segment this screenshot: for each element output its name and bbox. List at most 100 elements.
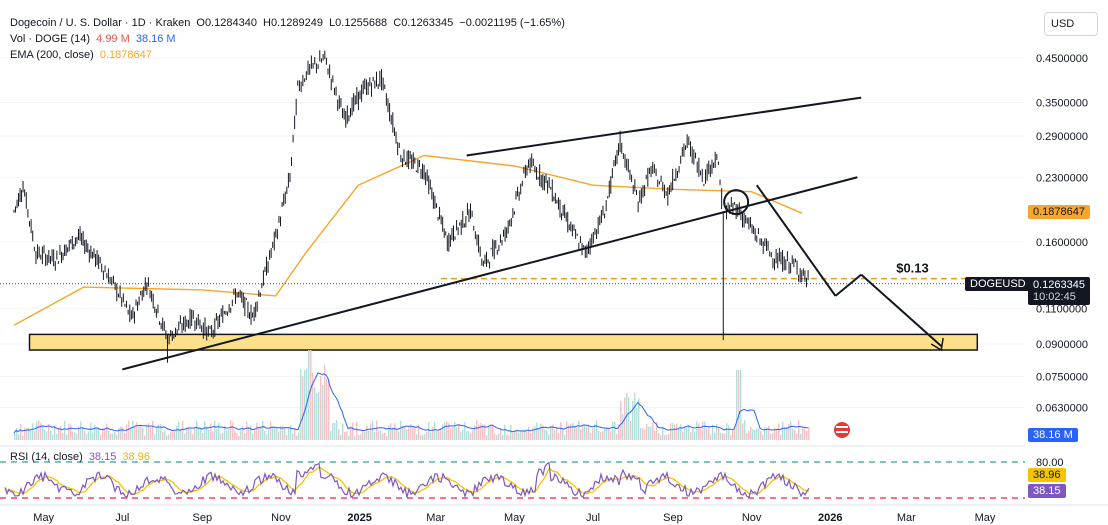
volume-bar <box>464 422 466 440</box>
volume-bar <box>444 422 446 440</box>
volume-bar <box>14 432 16 440</box>
volume-bar <box>344 431 346 440</box>
x-axis-tick-label: Jul <box>586 512 600 524</box>
trendline-channel-bottom <box>122 176 858 371</box>
volume-bar <box>252 433 254 440</box>
volume-bar <box>488 425 490 440</box>
y-axis-tick-label: 0.0900000 <box>1036 339 1088 351</box>
volume-bar <box>402 425 404 440</box>
volume-bar <box>266 434 268 440</box>
volume-bar <box>236 432 238 440</box>
volume-bar <box>178 421 180 440</box>
volume-bar <box>588 425 590 440</box>
volume-bar <box>284 427 286 440</box>
projection-arrowhead <box>930 337 944 352</box>
volume-bar <box>484 424 486 440</box>
current-price-badge: 0.1263345 10:02:45 <box>1028 277 1090 305</box>
x-axis-tick-label: Sep <box>193 512 213 524</box>
volume-bar <box>68 423 70 440</box>
volume-bar <box>524 429 526 440</box>
volume-bar <box>216 428 218 440</box>
volume-ma-value: 38.16 M <box>135 33 176 45</box>
volume-bar <box>590 432 592 440</box>
volume-bar <box>400 420 402 440</box>
volume-bar <box>338 429 340 440</box>
volume-bar <box>232 422 234 440</box>
volume-bar <box>80 421 82 440</box>
volume-bar <box>66 434 68 440</box>
volume-bar <box>302 375 304 440</box>
volume-bar <box>756 428 758 440</box>
volume-bar <box>420 435 422 440</box>
volume-bar <box>802 426 804 440</box>
volume-bar <box>182 420 184 440</box>
volume-bar <box>644 429 646 440</box>
volume-bar <box>112 433 114 440</box>
volume-bar <box>522 431 524 440</box>
volume-bar <box>162 431 164 440</box>
volume-bar <box>726 422 728 440</box>
volume-bar <box>602 431 604 440</box>
y-axis-tick-label: 0.1600000 <box>1036 237 1088 249</box>
volume-bar <box>246 421 248 440</box>
trendline-channel-top <box>466 96 862 157</box>
volume-bar <box>170 432 172 440</box>
volume-bar <box>612 421 614 440</box>
rsi-legend: RSI (14, close) 38.15 38.96 <box>10 450 153 464</box>
volume-bar <box>88 431 90 440</box>
volume-bar <box>84 430 86 440</box>
volume-bar <box>358 435 360 440</box>
y-axis-tick-label: 0.2300000 <box>1036 172 1088 184</box>
volume-bar <box>572 422 574 440</box>
volume-bar <box>706 428 708 440</box>
volume-bar <box>468 431 470 440</box>
volume-bar <box>796 433 798 440</box>
volume-bar <box>750 426 752 440</box>
volume-bar <box>732 429 734 440</box>
volume-bar <box>108 430 110 440</box>
ohlc-low: L0.1255688 <box>329 17 388 29</box>
volume-bar <box>218 422 220 440</box>
volume-bar <box>120 426 122 440</box>
volume-bar <box>584 425 586 440</box>
volume-bar <box>202 433 204 440</box>
volume-bar <box>636 407 638 440</box>
volume-bar <box>430 432 432 440</box>
volume-bar <box>56 433 58 440</box>
volume-bar <box>678 427 680 440</box>
volume-bar <box>260 428 262 440</box>
volume-bar <box>718 428 720 440</box>
volume-bar <box>652 422 654 440</box>
volume-bar <box>100 434 102 440</box>
volume-bar <box>536 422 538 440</box>
volume-bar <box>298 432 300 440</box>
volume-bar <box>376 420 378 440</box>
volume-bar <box>492 424 494 440</box>
volume-bar <box>110 433 112 440</box>
volume-bar <box>372 420 374 440</box>
volume-bar <box>738 370 740 440</box>
volume-bar <box>600 431 602 440</box>
volume-bar <box>250 425 252 440</box>
volume-bar <box>40 423 42 440</box>
volume-bar <box>594 424 596 440</box>
volume-bar <box>562 428 564 440</box>
volume-bar <box>382 433 384 440</box>
volume-bar <box>656 421 658 440</box>
volume-bar <box>622 413 624 440</box>
x-axis-tick-label: Nov <box>742 512 762 524</box>
volume-bar <box>546 430 548 440</box>
volume-bar <box>710 434 712 440</box>
volume-bar <box>720 433 722 440</box>
rsi-value-badge-text: 38.15 <box>1033 485 1061 497</box>
currency-selector[interactable]: USD <box>1044 12 1098 36</box>
volume-bar <box>628 397 630 440</box>
volume-bar <box>310 350 312 440</box>
candles <box>13 50 809 345</box>
rsi-value-label: 38.15 <box>88 451 117 463</box>
volume-bar <box>410 424 412 440</box>
volume-bar <box>48 424 50 440</box>
volume-bar <box>38 420 40 440</box>
volume-bar <box>388 425 390 440</box>
